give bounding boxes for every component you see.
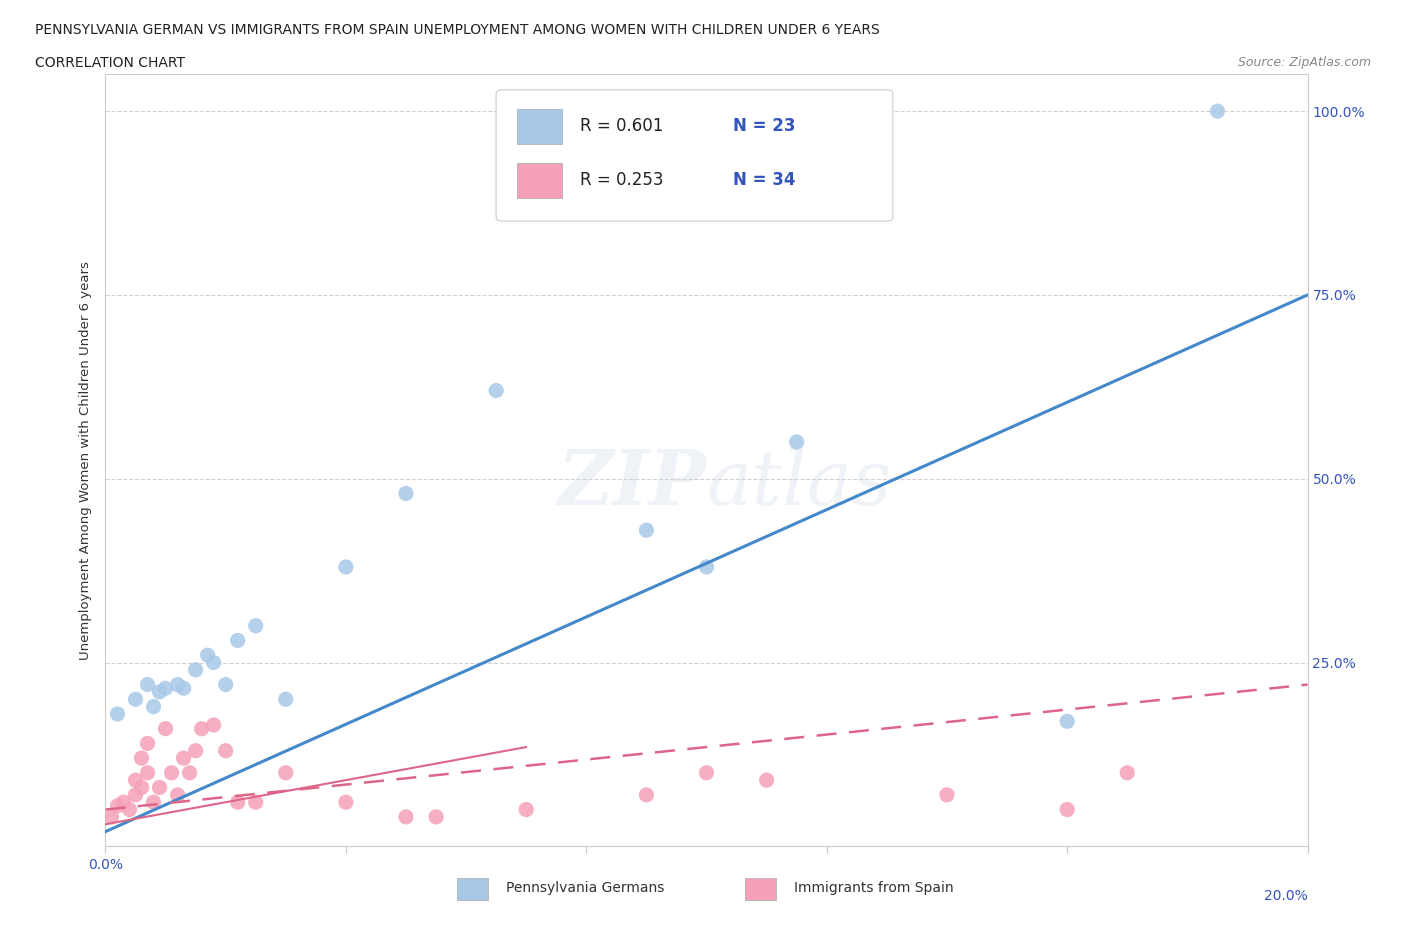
Point bbox=[395, 809, 418, 824]
Point bbox=[1056, 802, 1078, 817]
Point bbox=[136, 765, 159, 780]
Point bbox=[142, 699, 165, 714]
Text: R = 0.253: R = 0.253 bbox=[581, 171, 664, 189]
Text: Pennsylvania Germans: Pennsylvania Germans bbox=[506, 881, 665, 896]
Point bbox=[124, 692, 146, 707]
Point bbox=[245, 795, 267, 810]
Point bbox=[936, 788, 959, 803]
Point bbox=[226, 633, 249, 648]
Point bbox=[184, 662, 207, 677]
Point bbox=[124, 773, 146, 788]
Point bbox=[136, 736, 159, 751]
Point bbox=[1206, 104, 1229, 119]
Point bbox=[226, 795, 249, 810]
Point bbox=[696, 765, 718, 780]
Point bbox=[274, 692, 297, 707]
Point bbox=[131, 780, 153, 795]
Point bbox=[155, 722, 177, 737]
FancyBboxPatch shape bbox=[516, 163, 562, 198]
Point bbox=[696, 560, 718, 575]
Point bbox=[395, 486, 418, 501]
Point bbox=[1056, 714, 1078, 729]
Point bbox=[786, 434, 808, 449]
Text: N = 34: N = 34 bbox=[733, 171, 796, 189]
Text: Immigrants from Spain: Immigrants from Spain bbox=[794, 881, 955, 896]
Point bbox=[155, 681, 177, 696]
Point bbox=[214, 677, 236, 692]
Point bbox=[112, 795, 135, 810]
Point bbox=[1116, 765, 1139, 780]
Point bbox=[214, 743, 236, 758]
Point bbox=[131, 751, 153, 765]
Text: N = 23: N = 23 bbox=[733, 117, 796, 135]
Text: Source: ZipAtlas.com: Source: ZipAtlas.com bbox=[1237, 56, 1371, 69]
Text: ZIP: ZIP bbox=[558, 446, 707, 521]
Text: CORRELATION CHART: CORRELATION CHART bbox=[35, 56, 186, 70]
Point bbox=[148, 780, 170, 795]
Point bbox=[118, 802, 141, 817]
Point bbox=[124, 788, 146, 803]
Point bbox=[515, 802, 537, 817]
Point bbox=[136, 677, 159, 692]
Text: 20.0%: 20.0% bbox=[1264, 889, 1308, 903]
Point bbox=[245, 618, 267, 633]
Text: PENNSYLVANIA GERMAN VS IMMIGRANTS FROM SPAIN UNEMPLOYMENT AMONG WOMEN WITH CHILD: PENNSYLVANIA GERMAN VS IMMIGRANTS FROM S… bbox=[35, 23, 880, 37]
Point bbox=[335, 560, 357, 575]
Text: R = 0.601: R = 0.601 bbox=[581, 117, 664, 135]
Point bbox=[425, 809, 447, 824]
Point bbox=[107, 707, 129, 722]
FancyBboxPatch shape bbox=[516, 109, 562, 144]
Point bbox=[202, 718, 225, 733]
Point bbox=[148, 684, 170, 699]
Point bbox=[335, 795, 357, 810]
Point bbox=[166, 677, 188, 692]
Point bbox=[636, 788, 658, 803]
Point bbox=[100, 809, 122, 824]
Y-axis label: Unemployment Among Women with Children Under 6 years: Unemployment Among Women with Children U… bbox=[79, 261, 93, 659]
Point bbox=[142, 795, 165, 810]
Point bbox=[173, 681, 195, 696]
Point bbox=[107, 799, 129, 814]
Point bbox=[166, 788, 188, 803]
Point bbox=[179, 765, 201, 780]
Point bbox=[755, 773, 778, 788]
Point bbox=[202, 655, 225, 670]
Point bbox=[274, 765, 297, 780]
Point bbox=[173, 751, 195, 765]
Text: atlas: atlas bbox=[707, 446, 891, 521]
FancyBboxPatch shape bbox=[496, 90, 893, 221]
Point bbox=[160, 765, 183, 780]
Point bbox=[636, 523, 658, 538]
Point bbox=[197, 647, 219, 662]
Point bbox=[190, 722, 212, 737]
Point bbox=[184, 743, 207, 758]
Point bbox=[485, 383, 508, 398]
